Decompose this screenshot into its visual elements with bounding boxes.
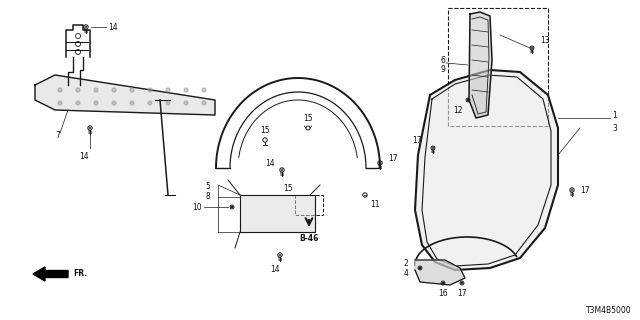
Circle shape	[112, 101, 116, 105]
Text: 15: 15	[284, 183, 293, 193]
Text: 2: 2	[403, 260, 408, 268]
Text: 6: 6	[440, 55, 445, 65]
Text: 17: 17	[580, 186, 589, 195]
Text: 14: 14	[108, 22, 118, 31]
Polygon shape	[240, 195, 315, 232]
Text: 12: 12	[453, 106, 463, 115]
Circle shape	[202, 101, 206, 105]
Bar	[295, 195, 323, 215]
Polygon shape	[415, 70, 558, 270]
Circle shape	[76, 88, 80, 92]
Text: 14: 14	[79, 151, 89, 161]
Text: 11: 11	[370, 199, 380, 209]
Text: 13: 13	[540, 36, 550, 44]
Circle shape	[130, 101, 134, 105]
Text: 5: 5	[205, 181, 210, 190]
Text: 17: 17	[457, 290, 467, 299]
Text: 3: 3	[612, 124, 617, 132]
Circle shape	[461, 283, 463, 284]
Circle shape	[94, 88, 98, 92]
Circle shape	[184, 101, 188, 105]
Circle shape	[58, 88, 62, 92]
Text: B-46: B-46	[300, 234, 319, 243]
Polygon shape	[415, 260, 465, 285]
Circle shape	[76, 101, 80, 105]
Text: 16: 16	[438, 290, 448, 299]
Text: 1: 1	[612, 110, 617, 119]
Text: 15: 15	[303, 114, 313, 123]
Bar	[448, 8, 548, 126]
Text: 8: 8	[205, 191, 210, 201]
Circle shape	[58, 101, 62, 105]
Text: FR.: FR.	[73, 269, 87, 278]
Text: 10: 10	[193, 203, 202, 212]
Circle shape	[184, 88, 188, 92]
Circle shape	[148, 88, 152, 92]
FancyArrow shape	[33, 267, 68, 281]
Circle shape	[202, 88, 206, 92]
Circle shape	[148, 101, 152, 105]
Circle shape	[112, 88, 116, 92]
Circle shape	[442, 283, 444, 284]
Circle shape	[130, 88, 134, 92]
Text: 4: 4	[403, 268, 408, 277]
Text: 7: 7	[55, 131, 60, 140]
Circle shape	[166, 101, 170, 105]
Text: 14: 14	[270, 266, 280, 275]
Text: 14: 14	[266, 158, 275, 167]
Text: T3M4B5000: T3M4B5000	[586, 306, 632, 315]
Text: 9: 9	[440, 65, 445, 74]
Text: 15: 15	[260, 125, 270, 134]
Circle shape	[94, 101, 98, 105]
Text: 17: 17	[412, 135, 422, 145]
Text: 17: 17	[388, 154, 397, 163]
Polygon shape	[469, 12, 492, 118]
Polygon shape	[35, 75, 215, 115]
Circle shape	[166, 88, 170, 92]
